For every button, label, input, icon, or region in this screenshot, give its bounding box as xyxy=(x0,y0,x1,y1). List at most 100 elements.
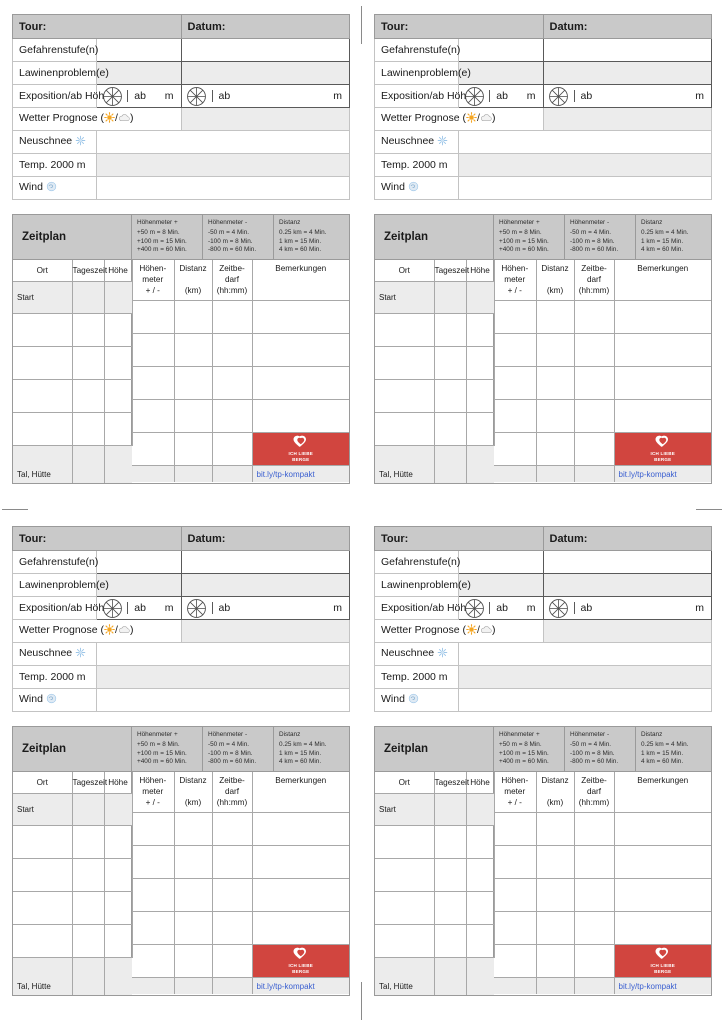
cell-tageszeit[interactable] xyxy=(433,444,467,484)
cell-hoehe[interactable] xyxy=(103,923,133,958)
cell-distanz[interactable] xyxy=(173,332,213,367)
gefahrenstufe-input-right[interactable] xyxy=(542,38,712,62)
bitly-link[interactable]: bit.ly/tp-kompakt xyxy=(251,464,349,483)
cell-zeitbedarf[interactable] xyxy=(573,464,615,483)
cell-ort[interactable] xyxy=(375,857,435,892)
cell-tageszeit[interactable] xyxy=(433,411,467,446)
wetter-input[interactable] xyxy=(180,619,350,643)
exposition-group-right[interactable]: ab m xyxy=(180,84,350,108)
cell-bemerkungen[interactable] xyxy=(251,398,349,433)
compass-rose-icon[interactable] xyxy=(459,86,489,107)
compass-rose-icon[interactable] xyxy=(544,86,574,107)
cell-distanz[interactable] xyxy=(173,464,213,483)
cell-hoehe[interactable] xyxy=(465,956,494,996)
cell-tageszeit[interactable] xyxy=(71,857,105,892)
cell-zeitbedarf[interactable] xyxy=(211,365,253,400)
cell-hoehe[interactable] xyxy=(465,890,495,925)
cell-hoehe[interactable] xyxy=(465,824,495,859)
bitly-link[interactable]: bit.ly/tp-kompakt xyxy=(613,464,711,483)
cell-bemerkungen[interactable] xyxy=(251,332,349,367)
cell-hoehenmeter[interactable] xyxy=(494,910,537,945)
cell-bemerkungen[interactable] xyxy=(613,811,711,846)
exposition-group-right[interactable]: ab m xyxy=(180,596,350,620)
cell-bemerkungen[interactable] xyxy=(251,299,349,334)
gefahrenstufe-input-left[interactable] xyxy=(96,38,182,62)
cell-tageszeit[interactable] xyxy=(433,923,467,958)
gefahrenstufe-input-left[interactable] xyxy=(458,38,544,62)
cell-tageszeit[interactable] xyxy=(71,923,105,958)
cell-zeitbedarf[interactable] xyxy=(211,398,253,433)
cell-hoehenmeter[interactable] xyxy=(494,464,537,483)
cell-zeitbedarf[interactable] xyxy=(573,398,615,433)
cell-bemerkungen[interactable] xyxy=(613,365,711,400)
cell-tageszeit[interactable] xyxy=(71,792,105,826)
cell-hoehenmeter[interactable] xyxy=(132,976,175,995)
wind-input[interactable] xyxy=(458,688,712,712)
cell-zeitbedarf[interactable] xyxy=(573,844,615,879)
wetter-input[interactable] xyxy=(542,619,712,643)
cell-zeitbedarf[interactable] xyxy=(211,299,253,334)
cell-hoehenmeter[interactable] xyxy=(132,910,175,945)
cell-distanz[interactable] xyxy=(173,365,213,400)
cell-bemerkungen[interactable] xyxy=(251,811,349,846)
cell-distanz[interactable] xyxy=(535,398,575,433)
cell-ort[interactable] xyxy=(375,890,435,925)
cell-hoehe[interactable] xyxy=(103,411,133,446)
cell-distanz[interactable] xyxy=(535,811,575,846)
cell-distanz[interactable] xyxy=(535,943,575,978)
compass-rose-icon[interactable] xyxy=(97,598,127,619)
cell-distanz[interactable] xyxy=(535,365,575,400)
exposition-group-left[interactable]: ab m xyxy=(458,84,544,108)
exposition-group-right[interactable]: ab m xyxy=(542,84,712,108)
cell-ort[interactable] xyxy=(13,923,73,958)
cell-hoehe[interactable] xyxy=(103,956,132,996)
cell-hoehenmeter[interactable] xyxy=(132,431,175,466)
cell-ort[interactable] xyxy=(13,345,73,380)
cell-hoehenmeter[interactable] xyxy=(494,365,537,400)
compass-rose-icon[interactable] xyxy=(544,598,574,619)
cell-distanz[interactable] xyxy=(173,943,213,978)
lawinenproblem-input-right[interactable] xyxy=(542,61,712,85)
cell-bemerkungen[interactable] xyxy=(613,844,711,879)
cell-hoehe[interactable] xyxy=(465,792,495,826)
temp-input[interactable] xyxy=(458,665,712,689)
cell-zeitbedarf[interactable] xyxy=(573,943,615,978)
cell-tageszeit[interactable] xyxy=(71,411,105,446)
temp-input[interactable] xyxy=(458,153,712,177)
cell-ort[interactable] xyxy=(375,923,435,958)
cell-zeitbedarf[interactable] xyxy=(573,332,615,367)
cell-hoehenmeter[interactable] xyxy=(132,299,175,334)
neuschnee-input[interactable] xyxy=(458,642,712,666)
wind-input[interactable] xyxy=(96,688,350,712)
cell-ort[interactable] xyxy=(375,312,435,347)
cell-tageszeit[interactable] xyxy=(71,956,105,996)
lawinenproblem-input-right[interactable] xyxy=(542,573,712,597)
cell-tageszeit[interactable] xyxy=(71,312,105,347)
exposition-group-left[interactable]: ab m xyxy=(96,84,182,108)
compass-rose-icon[interactable] xyxy=(97,86,127,107)
gefahrenstufe-input-right[interactable] xyxy=(180,550,350,574)
cell-hoehenmeter[interactable] xyxy=(132,844,175,879)
cell-distanz[interactable] xyxy=(535,431,575,466)
cell-tageszeit[interactable] xyxy=(433,824,467,859)
cell-ort[interactable] xyxy=(13,411,73,446)
lawinenproblem-input-left[interactable] xyxy=(458,573,544,597)
cell-hoehe[interactable] xyxy=(103,792,133,826)
cell-tageszeit[interactable] xyxy=(71,280,105,314)
cell-ort[interactable] xyxy=(13,857,73,892)
cell-bemerkungen[interactable] xyxy=(613,910,711,945)
cell-hoehenmeter[interactable] xyxy=(132,877,175,912)
cell-hoehenmeter[interactable] xyxy=(132,464,175,483)
cell-distanz[interactable] xyxy=(173,811,213,846)
cell-bemerkungen[interactable] xyxy=(251,844,349,879)
cell-hoehenmeter[interactable] xyxy=(494,844,537,879)
cell-ort[interactable] xyxy=(13,824,73,859)
neuschnee-input[interactable] xyxy=(96,642,350,666)
cell-hoehenmeter[interactable] xyxy=(494,976,537,995)
cell-zeitbedarf[interactable] xyxy=(211,877,253,912)
cell-hoehe[interactable] xyxy=(465,923,495,958)
wetter-input[interactable] xyxy=(180,107,350,131)
cell-tageszeit[interactable] xyxy=(433,345,467,380)
temp-input[interactable] xyxy=(96,153,350,177)
cell-zeitbedarf[interactable] xyxy=(573,365,615,400)
